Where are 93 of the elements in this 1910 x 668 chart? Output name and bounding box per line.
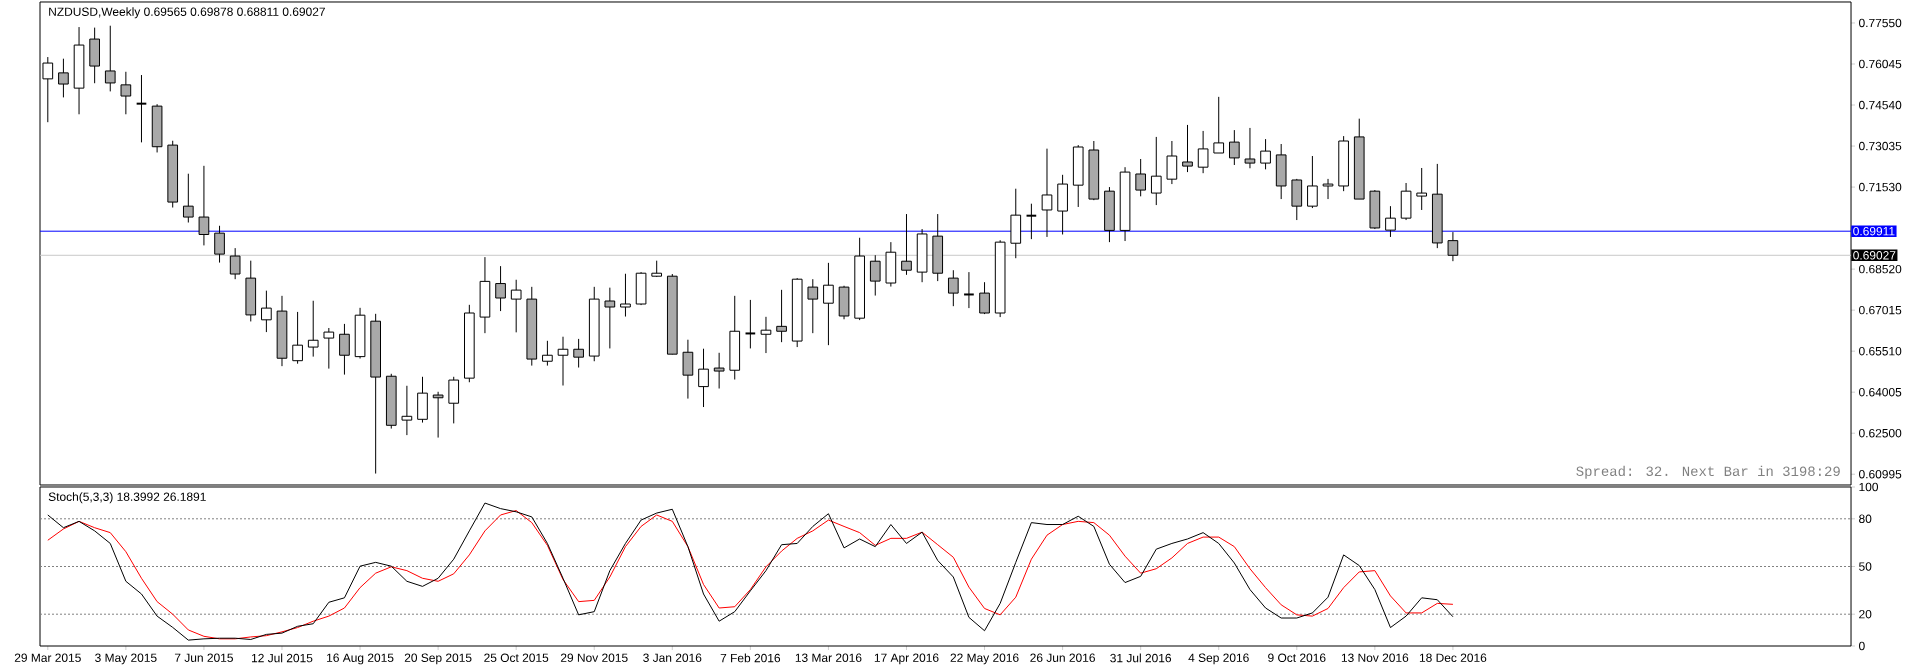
candlestick [1150, 136, 1162, 206]
y-tick-label: 0.65510 [1859, 346, 1902, 356]
candlestick [401, 385, 413, 436]
candlestick [510, 279, 522, 333]
candlestick [823, 262, 834, 346]
y-tick-label: 0.67015 [1859, 305, 1902, 315]
x-tick-label: 25 Oct 2015 [484, 653, 549, 662]
x-tick-label: 7 Jun 2015 [174, 653, 233, 662]
x-tick-label: 9 Oct 2016 [1268, 653, 1326, 662]
candlestick [1385, 205, 1396, 238]
candlestick [42, 56, 54, 123]
candlestick [1229, 129, 1240, 166]
candlestick [307, 300, 319, 358]
y-tick-label: 0.71530 [1859, 182, 1902, 192]
x-tick-label: 29 Nov 2015 [560, 653, 628, 662]
candlestick [1025, 203, 1038, 240]
candlestick [1213, 96, 1225, 154]
candlestick [1416, 167, 1428, 211]
candlestick [620, 273, 631, 318]
candlestick [776, 289, 787, 343]
ref-line-label: 0.69027 [1853, 251, 1896, 260]
candlestick [261, 290, 272, 333]
candlestick [292, 311, 303, 365]
candlestick [1260, 138, 1271, 170]
x-tick-label: 13 Mar 2016 [795, 653, 862, 662]
candlestick [182, 173, 194, 224]
candlestick [979, 281, 990, 315]
candlestick [869, 254, 881, 297]
y-tick-label: 0.62500 [1859, 428, 1902, 438]
candlestick [1447, 231, 1459, 262]
candlestick [58, 58, 69, 98]
candlestick [682, 339, 694, 400]
x-tick-label: 3 Jan 2016 [643, 653, 702, 662]
candlestick [1135, 158, 1147, 197]
y-tick-label: 0.60995 [1859, 470, 1902, 479]
candlestick [573, 338, 584, 369]
annotation: Spread: 32. Next Bar in 3198:29 [1576, 465, 1840, 479]
candlestick [1041, 148, 1053, 238]
candlestick [1307, 155, 1318, 209]
candlestick [448, 376, 460, 424]
x-tick-label: 29 Mar 2015 [14, 653, 81, 662]
candlestick [713, 352, 725, 390]
candlestick [1182, 124, 1193, 173]
y-tick-label: 0 [1859, 641, 1865, 651]
x-tick-label: 22 May 2016 [950, 653, 1019, 665]
candlestick [760, 316, 772, 354]
x-tick-label: 4 Sep 2016 [1188, 653, 1249, 665]
candlestick [1322, 178, 1334, 200]
x-tick-label: 20 Sep 2015 [404, 653, 472, 665]
candlestick [604, 287, 616, 349]
candlestick [135, 74, 148, 143]
candlestick [120, 71, 132, 115]
candlestick [104, 25, 116, 92]
candlestick [744, 299, 757, 349]
candlestick [432, 391, 444, 439]
candlestick [198, 165, 210, 246]
x-tick-label: 16 Aug 2015 [327, 653, 394, 665]
x-tick-label: 13 Nov 2016 [1341, 653, 1409, 662]
candlestick [1166, 140, 1178, 185]
candlestick [807, 278, 819, 334]
candlestick [495, 265, 506, 312]
x-tick-label: 18 Dec 2016 [1419, 653, 1487, 662]
y-tick-label: 0.74540 [1859, 100, 1902, 110]
x-tick-label: 12 Jul 2015 [251, 653, 313, 663]
candlestick [542, 340, 553, 367]
candlestick [901, 213, 912, 276]
y-tick-label: 0.77550 [1859, 18, 1902, 28]
x-tick-label: 31 Jul 2016 [1110, 653, 1172, 663]
y-tick-label: 0.68520 [1859, 264, 1902, 274]
candlestick [323, 327, 335, 370]
x-tick-label: 17 Apr 2016 [874, 653, 939, 665]
x-tick-label: 3 May 2015 [95, 653, 157, 665]
candlestick [698, 348, 709, 408]
candlestick [214, 225, 225, 264]
ref-line-label: 0.69911 [1853, 226, 1895, 236]
y-tick-label: 50 [1859, 562, 1872, 571]
candlestick [339, 323, 350, 376]
candlestick [229, 247, 241, 280]
candlestick [1197, 130, 1209, 174]
y-tick-label: 80 [1859, 514, 1872, 524]
y-tick-label: 0.64005 [1859, 387, 1902, 397]
candlestick [1244, 127, 1256, 169]
chart-title: NZDUSD,Weekly 0.69565 0.69878 0.68811 0.69027 [49, 7, 325, 19]
chart-title: Stoch(5,3,3) 18.3992 26.1891 [48, 492, 206, 504]
y-tick-label: 0.76045 [1859, 59, 1902, 69]
y-tick-label: 0.73035 [1859, 141, 1902, 151]
candlestick [947, 269, 959, 307]
x-tick-label: 26 Jun 2016 [1030, 653, 1095, 662]
x-tick-label: 7 Feb 2016 [720, 653, 781, 663]
y-tick-label: 100 [1859, 482, 1879, 492]
candlestick [557, 336, 569, 387]
y-tick-label: 20 [1859, 609, 1872, 619]
candlestick [963, 271, 975, 309]
